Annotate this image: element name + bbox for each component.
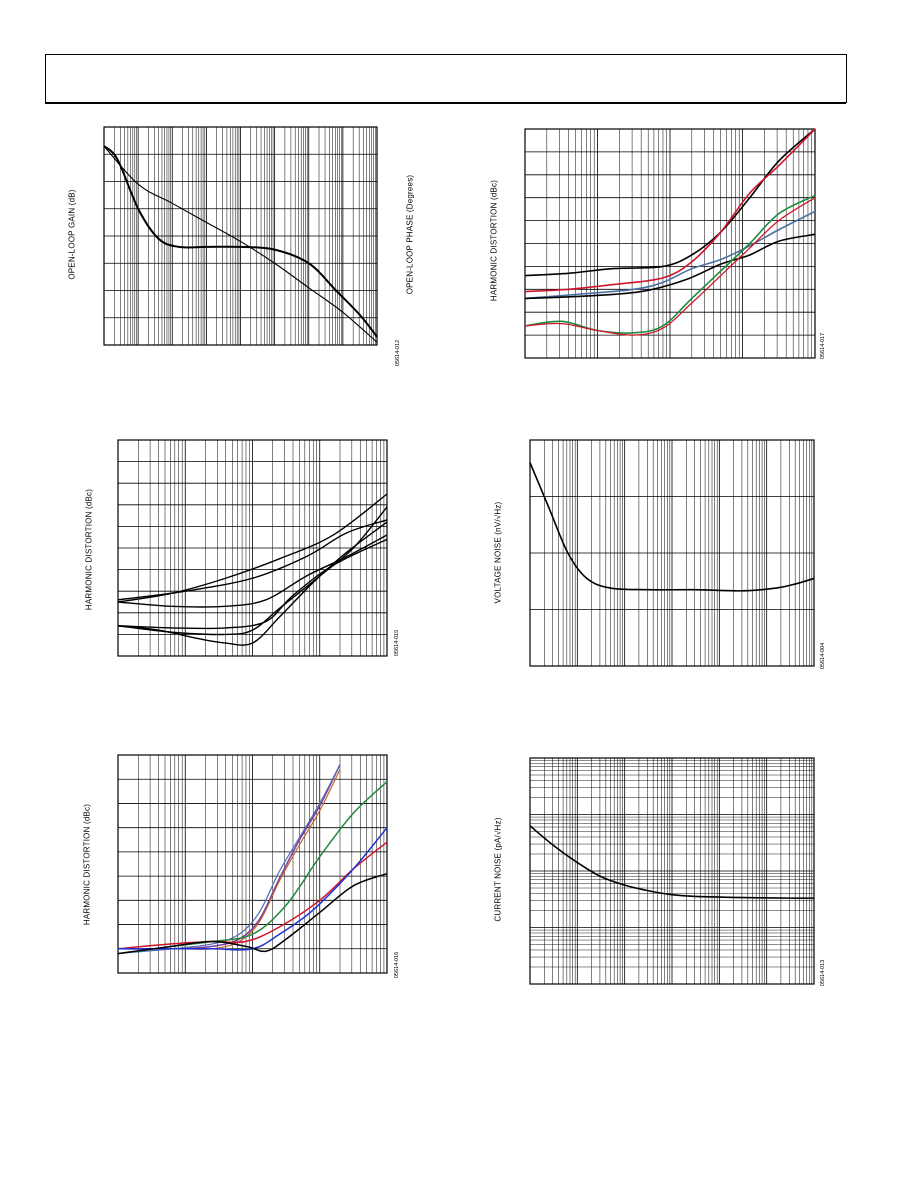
- series-line-3: [524, 233, 816, 300]
- plot-frame: [117, 754, 388, 974]
- chart-svg: [103, 126, 378, 346]
- plot-hd-mid-left: [117, 439, 388, 657]
- y-axis-label-open-loop-phase: OPEN-LOOP PHASE (Degrees): [405, 174, 415, 295]
- series-line-0: [103, 145, 378, 343]
- figure-code: 05614-015: [394, 629, 400, 657]
- chart-svg: [529, 757, 815, 985]
- plot-hd-top-right: [524, 128, 816, 359]
- page-header-rule: [45, 102, 846, 104]
- plot-frame: [117, 439, 388, 657]
- y-axis-label-hd: HARMONIC DISTORTION (dBc): [84, 488, 94, 611]
- plot-frame: [529, 757, 815, 985]
- y-axis-label-hd: HARMONIC DISTORTION (dBc): [489, 179, 499, 302]
- figure-code: 05614-017: [820, 332, 826, 360]
- chart-svg: [117, 754, 388, 974]
- series-line-4: [524, 194, 816, 334]
- series-line-1: [117, 519, 388, 601]
- figure-code: 05614-012: [395, 339, 401, 367]
- series-line-0: [529, 462, 815, 592]
- figure-code: 05614-013: [820, 959, 826, 987]
- series-line-2: [524, 210, 816, 300]
- plot-open-loop: [103, 126, 378, 346]
- series-line-1: [117, 764, 341, 955]
- plot-frame: [103, 126, 378, 346]
- page-header-box: [45, 54, 847, 103]
- series-line-1: [103, 145, 378, 338]
- plot-frame: [524, 128, 816, 359]
- chart-svg: [117, 439, 388, 657]
- series-line-5: [117, 521, 388, 646]
- y-axis-label-current-noise: CURRENT NOISE (pA/√Hz): [493, 817, 503, 922]
- y-axis-label-open-loop-gain: OPEN-LOOP GAIN (dB): [67, 189, 77, 280]
- chart-svg: [529, 439, 815, 667]
- series-line-1: [524, 128, 816, 293]
- y-axis-label-voltage-noise: VOLTAGE NOISE (nV/√Hz): [493, 501, 503, 604]
- figure-code: 05614-004: [820, 642, 826, 670]
- series-line-4: [117, 506, 388, 636]
- series-line-2: [117, 534, 388, 608]
- series-line-6: [117, 872, 388, 955]
- plot-voltage-noise: [529, 439, 815, 667]
- series-line-5: [118, 827, 388, 951]
- chart-svg: [524, 128, 816, 359]
- plot-frame: [529, 439, 815, 667]
- series-line-5: [524, 197, 816, 336]
- series-line-0: [117, 764, 341, 950]
- plot-hd-bottom-left: [117, 754, 388, 974]
- plot-current-noise: [529, 757, 815, 985]
- figure-code: 05614-016: [394, 951, 400, 979]
- y-axis-label-hd: HARMONIC DISTORTION (dBc): [82, 803, 92, 926]
- series-line-0: [529, 825, 815, 899]
- series-line-0: [524, 128, 816, 277]
